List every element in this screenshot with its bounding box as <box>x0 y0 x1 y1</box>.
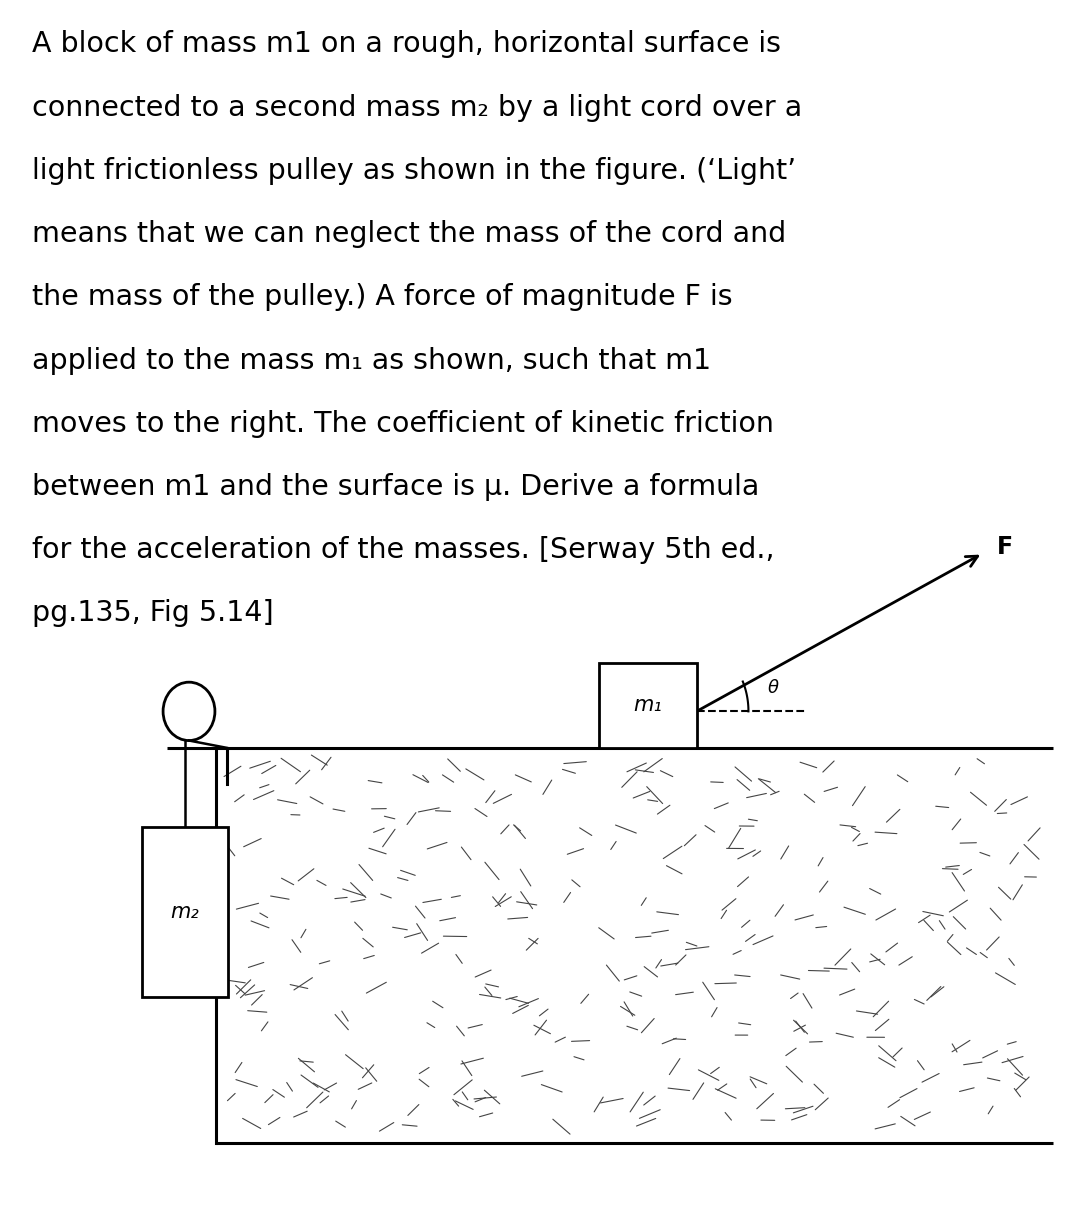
Text: m₂: m₂ <box>171 902 200 922</box>
Text: the mass of the pulley.) A force of magnitude F is: the mass of the pulley.) A force of magn… <box>32 283 733 311</box>
Text: between m1 and the surface is μ. Derive a formula: between m1 and the surface is μ. Derive … <box>32 473 759 501</box>
Text: A block of mass m1 on a rough, horizontal surface is: A block of mass m1 on a rough, horizonta… <box>32 30 782 58</box>
Text: pg.135, Fig 5.14]: pg.135, Fig 5.14] <box>32 599 274 627</box>
Bar <box>599 663 697 748</box>
Text: θ: θ <box>768 679 779 697</box>
Text: light frictionless pulley as shown in the figure. (‘Light’: light frictionless pulley as shown in th… <box>32 157 797 185</box>
Bar <box>216 748 1053 1143</box>
Text: for the acceleration of the masses. [Serway 5th ed.,: for the acceleration of the masses. [Ser… <box>32 536 775 564</box>
Text: means that we can neglect the mass of the cord and: means that we can neglect the mass of th… <box>32 220 786 248</box>
Text: applied to the mass m₁ as shown, such that m1: applied to the mass m₁ as shown, such th… <box>32 347 712 375</box>
Text: F: F <box>997 535 1013 559</box>
Circle shape <box>163 682 215 741</box>
Text: connected to a second mass m₂ by a light cord over a: connected to a second mass m₂ by a light… <box>32 94 802 122</box>
Text: m₁: m₁ <box>634 696 662 715</box>
Text: moves to the right. The coefficient of kinetic friction: moves to the right. The coefficient of k… <box>32 410 774 438</box>
Bar <box>141 827 228 997</box>
